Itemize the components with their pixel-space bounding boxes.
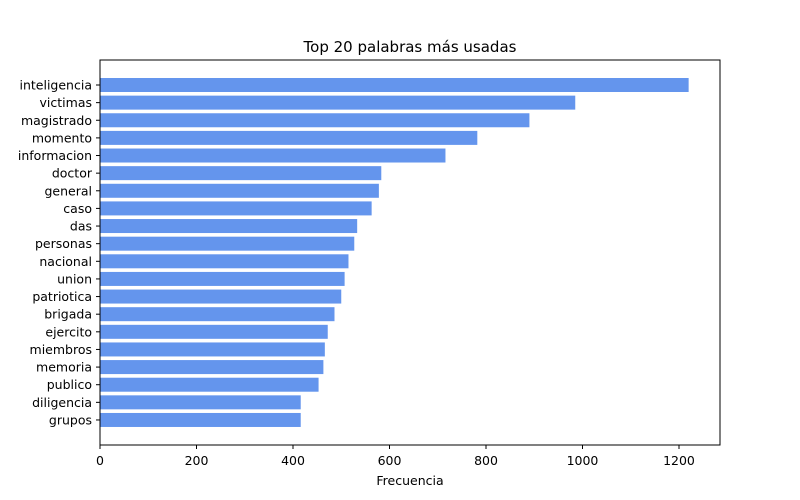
x-tick-label: 1200 bbox=[663, 453, 695, 468]
bar-patriotica bbox=[100, 289, 342, 304]
bar-momento bbox=[100, 130, 478, 145]
plot-frame bbox=[99, 59, 721, 446]
bar-magistrado bbox=[100, 113, 530, 128]
bar-das bbox=[100, 219, 358, 234]
category-label: grupos bbox=[49, 412, 92, 427]
bar-publico bbox=[100, 377, 319, 392]
bar-general bbox=[100, 183, 379, 198]
category-label: victimas bbox=[40, 95, 92, 110]
bar-grupos bbox=[100, 412, 301, 427]
bar-union bbox=[100, 271, 345, 286]
category-label: diligencia bbox=[32, 395, 92, 410]
category-label: momento bbox=[32, 130, 92, 145]
chart-title: Top 20 palabras más usadas bbox=[303, 38, 517, 56]
category-label: das bbox=[70, 219, 92, 234]
x-tick-label: 400 bbox=[281, 453, 305, 468]
category-label: nacional bbox=[39, 254, 92, 269]
x-axis-ticks: 0 200 400 600 800 1000 1200 bbox=[96, 445, 695, 468]
bar-informacion bbox=[100, 148, 446, 163]
category-label: union bbox=[57, 271, 92, 286]
x-tick-label: 0 bbox=[96, 453, 104, 468]
category-label: miembros bbox=[30, 342, 92, 357]
bar-victimas bbox=[100, 95, 576, 110]
x-axis-label: Frecuencia bbox=[376, 473, 443, 488]
bar-personas bbox=[100, 236, 355, 251]
bar-inteligencia bbox=[100, 78, 689, 92]
bar-diligencia bbox=[100, 395, 301, 410]
category-label: ejercito bbox=[45, 324, 92, 339]
category-label: brigada bbox=[44, 307, 92, 322]
bar-miembros bbox=[100, 342, 325, 357]
bars-group bbox=[100, 78, 689, 427]
category-label: caso bbox=[63, 201, 92, 216]
bar-doctor bbox=[100, 166, 382, 181]
bar-nacional bbox=[100, 254, 349, 269]
category-label: doctor bbox=[52, 166, 93, 181]
bar-memoria bbox=[100, 360, 324, 375]
category-labels: inteligencia victimas magistrado momento inf… bbox=[18, 78, 100, 427]
bar-brigada bbox=[100, 307, 335, 322]
bar-caso bbox=[100, 201, 372, 216]
x-tick-label: 200 bbox=[185, 453, 209, 468]
x-tick-label: 1000 bbox=[567, 453, 599, 468]
category-label: memoria bbox=[36, 360, 92, 375]
category-label: magistrado bbox=[21, 113, 92, 128]
bar-ejercito bbox=[100, 324, 328, 339]
category-label: informacion bbox=[18, 148, 92, 163]
category-label: inteligencia bbox=[20, 78, 93, 93]
category-label: patriotica bbox=[32, 289, 92, 304]
category-label: publico bbox=[47, 377, 92, 392]
category-label: personas bbox=[35, 236, 92, 251]
x-tick-label: 800 bbox=[474, 453, 498, 468]
x-tick-label: 600 bbox=[378, 453, 402, 468]
category-label: general bbox=[44, 183, 92, 198]
